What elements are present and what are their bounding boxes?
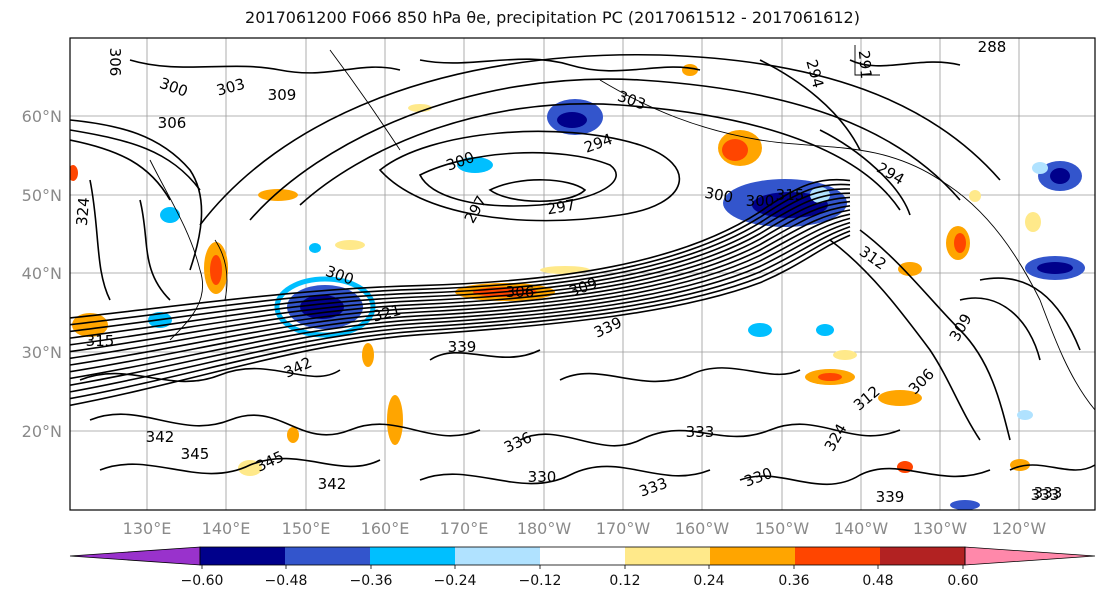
colorbar-tick-label: 0.24 bbox=[693, 573, 724, 589]
lon-tick-label: 180°W bbox=[517, 519, 572, 538]
contour-label: 342 bbox=[146, 428, 175, 446]
jet-contour bbox=[70, 183, 851, 326]
lon-tick-label: 130°W bbox=[913, 519, 968, 538]
contour-label: 315 bbox=[86, 332, 115, 350]
gridlines bbox=[70, 38, 1095, 510]
lat-tick-label: 30°N bbox=[22, 343, 62, 362]
contour-label: 288 bbox=[978, 38, 1007, 56]
latitude-tick-labels: 60°N 50°N 40°N 30°N 20°N bbox=[22, 107, 62, 441]
jet-contour bbox=[70, 209, 851, 366]
colorbar-tick-label: −0.12 bbox=[519, 573, 562, 589]
contour-label: 333 bbox=[1031, 486, 1060, 504]
colorbar-segment bbox=[370, 547, 456, 565]
colorbar-segment bbox=[540, 547, 626, 565]
jet-contour bbox=[70, 230, 851, 400]
jet-contour bbox=[70, 192, 851, 339]
lat-tick-label: 50°N bbox=[22, 186, 62, 205]
lat-tick-label: 60°N bbox=[22, 107, 62, 126]
lon-tick-label: 120°W bbox=[992, 519, 1047, 538]
colorbar-segment bbox=[200, 547, 286, 565]
jet-contour bbox=[70, 205, 851, 360]
colorbar-segment bbox=[710, 547, 796, 565]
lon-tick-label: 160°W bbox=[675, 519, 730, 538]
contour-label: 333 bbox=[686, 423, 715, 441]
colorbar-extend-max bbox=[964, 546, 1096, 566]
lat-tick-label: 20°N bbox=[22, 422, 62, 441]
colorbar-segment bbox=[795, 547, 881, 565]
colorbar-tick-label: −0.48 bbox=[265, 573, 308, 589]
colorbar-frame bbox=[199, 546, 966, 566]
contour-label: 339 bbox=[876, 488, 905, 506]
lat-tick-label: 40°N bbox=[22, 264, 62, 283]
contour-label: 306 bbox=[506, 283, 535, 301]
jet-contour bbox=[70, 196, 851, 346]
jet-contour bbox=[70, 226, 851, 393]
jet-contour bbox=[70, 221, 851, 386]
colorbar bbox=[69, 546, 1096, 566]
lon-tick-label: 150°W bbox=[755, 519, 810, 538]
lon-tick-label: 170°E bbox=[440, 519, 489, 538]
jet-contour bbox=[70, 178, 851, 319]
lon-tick-label: 140°E bbox=[202, 519, 251, 538]
precip-shading bbox=[70, 64, 1085, 510]
coastlines bbox=[149, 45, 1095, 411]
colorbar-segment bbox=[455, 547, 541, 565]
contour-label: 342 bbox=[318, 475, 347, 493]
theta-e-contours bbox=[70, 53, 1095, 486]
contour-label: 291 bbox=[855, 50, 875, 80]
contour-label: 297 bbox=[545, 196, 576, 219]
contour-label: 330 bbox=[528, 468, 557, 486]
contour-label: 306 bbox=[158, 114, 187, 132]
jet-contour bbox=[70, 234, 851, 407]
lon-tick-label: 150°E bbox=[282, 519, 331, 538]
colorbar-segment bbox=[285, 547, 371, 565]
contour-label: 315 bbox=[776, 186, 805, 204]
jet-contour bbox=[70, 213, 851, 373]
lon-tick-label: 160°E bbox=[361, 519, 410, 538]
colorbar-tick-label: −0.36 bbox=[350, 573, 393, 589]
colorbar-tick-label: 0.60 bbox=[947, 573, 978, 589]
jet-contour bbox=[70, 188, 851, 333]
colorbar-tick-label: −0.60 bbox=[181, 573, 224, 589]
colorbar-extend-min bbox=[69, 546, 201, 566]
contour-label: 345 bbox=[181, 445, 210, 463]
contour-label: 306 bbox=[106, 48, 124, 77]
contour-label: 333 bbox=[1034, 484, 1063, 502]
colorbar-tick-label: 0.36 bbox=[778, 573, 809, 589]
colorbar-segment bbox=[880, 547, 966, 565]
colorbar-segment bbox=[625, 547, 711, 565]
lon-tick-label: 130°E bbox=[123, 519, 172, 538]
contour-label: 309 bbox=[268, 86, 297, 104]
map-title: 2017061200 F066 850 hPa θe, precipitatio… bbox=[245, 8, 860, 27]
jet-contour bbox=[70, 200, 851, 353]
colorbar-tick-label: 0.12 bbox=[609, 573, 640, 589]
contour-label: 324 bbox=[73, 197, 93, 227]
map-border bbox=[69, 37, 1096, 511]
lon-tick-label: 140°W bbox=[834, 519, 889, 538]
colorbar-tick-labels: −0.60 −0.48 −0.36 −0.24 −0.12 0.12 0.24 0.36 0.4… bbox=[181, 565, 979, 589]
contour-label: 300 bbox=[703, 184, 734, 207]
contour-label: 300 bbox=[746, 192, 775, 210]
longitude-tick-labels: 130°E 140°E 150°E 160°E 170°E 180°W 170°W 160°W… bbox=[123, 519, 1047, 538]
lon-tick-label: 170°W bbox=[596, 519, 651, 538]
colorbar-tick-label: 0.48 bbox=[862, 573, 893, 589]
contour-label: 339 bbox=[448, 338, 477, 356]
colorbar-tick-label: −0.24 bbox=[434, 573, 477, 589]
jet-contour bbox=[70, 217, 851, 380]
